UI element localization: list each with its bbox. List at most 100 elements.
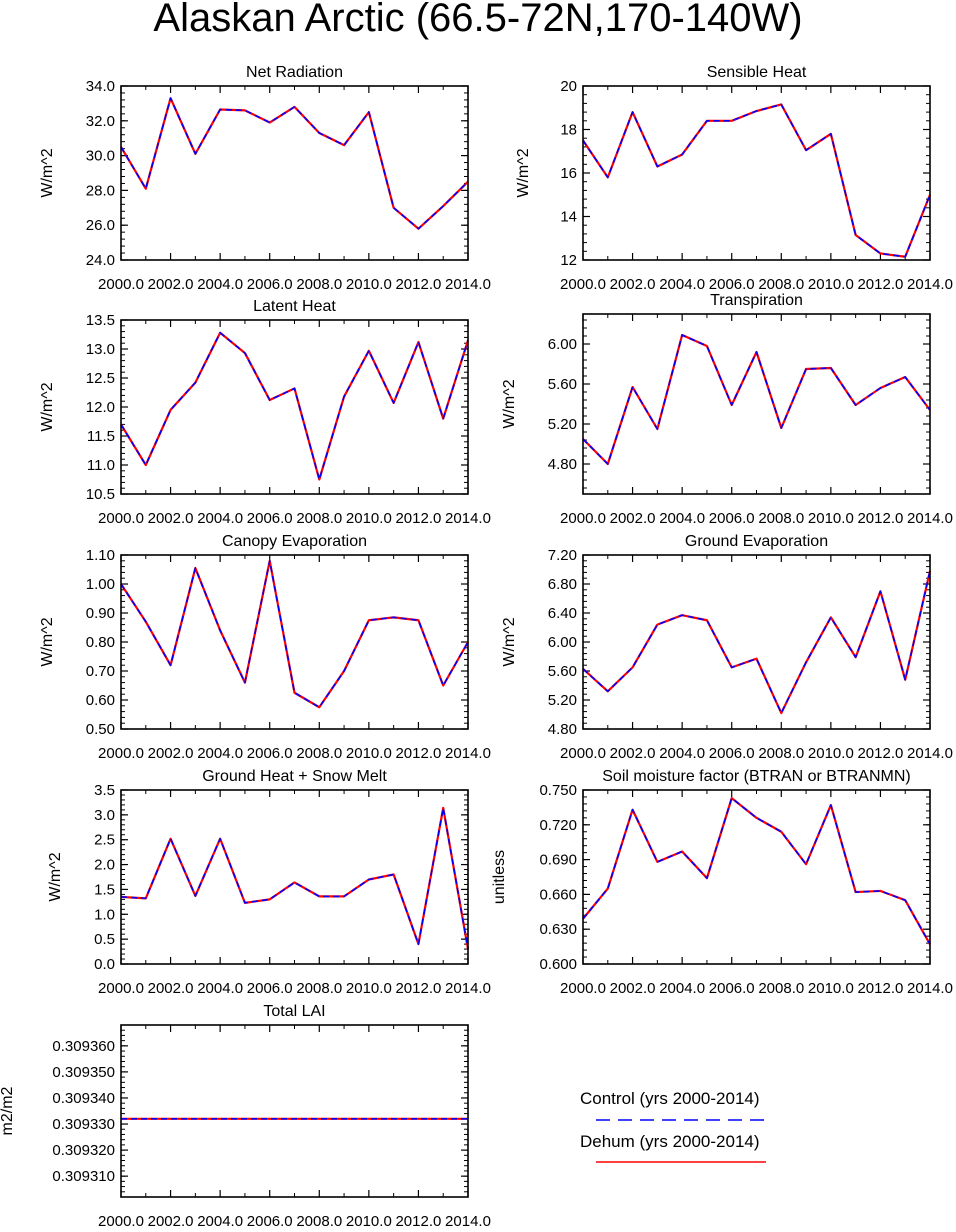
x-tick-label: 2008.0 bbox=[758, 745, 804, 762]
y-tick-label: 2.5 bbox=[94, 832, 115, 849]
x-tick-label: 2006.0 bbox=[247, 980, 293, 997]
y-tick-label: 0.309350 bbox=[52, 1064, 115, 1081]
x-tick-label: 2004.0 bbox=[659, 276, 705, 293]
y-axis-label: W/m^2 bbox=[39, 617, 56, 666]
y-tick-label: 1.00 bbox=[86, 576, 115, 593]
y-tick-label: 0.630 bbox=[539, 921, 577, 938]
y-tick-label: 0.720 bbox=[539, 817, 577, 834]
x-tick-label: 2006.0 bbox=[247, 745, 293, 762]
y-tick-label: 30.0 bbox=[86, 148, 115, 165]
x-tick-label: 2006.0 bbox=[709, 276, 755, 293]
legend-label: Control (yrs 2000-2014) bbox=[580, 1089, 760, 1108]
x-tick-label: 2006.0 bbox=[247, 510, 293, 527]
x-tick-label: 2002.0 bbox=[610, 276, 656, 293]
y-tick-label: 0.80 bbox=[86, 634, 115, 651]
y-tick-label: 24.0 bbox=[86, 252, 115, 269]
y-tick-label: 0.750 bbox=[539, 782, 577, 799]
y-tick-label: 34.0 bbox=[86, 78, 115, 95]
y-tick-label: 12 bbox=[560, 252, 577, 269]
chart-panel-9: Total LAI m2/m2 0.309310 0.309320 0.309330 0.… bbox=[0, 1003, 491, 1230]
y-tick-label: 0.660 bbox=[539, 886, 577, 903]
x-tick-label: 2004.0 bbox=[659, 510, 705, 527]
y-axis-label: m2/m2 bbox=[0, 1086, 16, 1135]
x-tick-label: 2006.0 bbox=[709, 980, 755, 997]
y-tick-label: 28.0 bbox=[86, 182, 115, 199]
plot-frame bbox=[120, 319, 469, 495]
panel-title: Sensible Heat bbox=[707, 64, 807, 81]
x-tick-label: 2010.0 bbox=[808, 745, 854, 762]
series-line-control bbox=[582, 334, 931, 465]
series-line-dehum bbox=[582, 103, 932, 258]
x-tick-label: 2000.0 bbox=[560, 745, 606, 762]
x-tick-label: 2008.0 bbox=[296, 980, 342, 997]
x-tick-label: 2000.0 bbox=[560, 980, 606, 997]
x-tick-label: 2004.0 bbox=[659, 980, 705, 997]
x-tick-label: 2012.0 bbox=[395, 745, 441, 762]
plot-frame bbox=[582, 554, 931, 730]
plot-frame bbox=[582, 313, 931, 495]
x-tick-label: 2004.0 bbox=[197, 276, 243, 293]
x-tick-label: 2006.0 bbox=[247, 1213, 293, 1230]
x-tick-label: 2000.0 bbox=[98, 276, 144, 293]
x-tick-label: 2008.0 bbox=[758, 276, 804, 293]
series-line-control bbox=[120, 559, 469, 709]
y-axis-label: unitless bbox=[491, 850, 508, 904]
y-tick-label: 3.0 bbox=[94, 807, 115, 824]
x-tick-label: 2002.0 bbox=[148, 745, 194, 762]
x-tick-label: 2010.0 bbox=[346, 276, 392, 293]
y-tick-label: 0.0 bbox=[94, 956, 115, 973]
chart-panel-7: Ground Heat + Snow Melt W/m^2 0.0 0.5 1.0 1.5… bbox=[47, 768, 491, 997]
y-tick-label: 26.0 bbox=[86, 217, 115, 234]
y-axis-label: W/m^2 bbox=[39, 148, 56, 197]
x-tick-label: 2014.0 bbox=[445, 980, 491, 997]
plot-frame bbox=[582, 85, 931, 261]
x-tick-label: 2008.0 bbox=[296, 745, 342, 762]
x-tick-label: 2010.0 bbox=[346, 745, 392, 762]
x-tick-label: 2002.0 bbox=[148, 1213, 194, 1230]
y-tick-label: 6.00 bbox=[548, 336, 577, 353]
y-axis-label: W/m^2 bbox=[515, 148, 532, 197]
panel-title: Ground Heat + Snow Melt bbox=[202, 768, 387, 785]
y-tick-label: 5.20 bbox=[548, 416, 577, 433]
y-tick-label: 5.20 bbox=[548, 692, 577, 709]
chart-panel-1: Net Radiation W/m^2 24.0 26.0 28.0 30.0 32.0 34… bbox=[39, 64, 491, 293]
y-axis-label: W/m^2 bbox=[39, 382, 56, 431]
x-tick-label: 2014.0 bbox=[907, 510, 953, 527]
series-line-dehum bbox=[120, 559, 469, 709]
y-tick-label: 0.309360 bbox=[52, 1038, 115, 1055]
y-axis-label: W/m^2 bbox=[47, 852, 64, 901]
y-axis-label: W/m^2 bbox=[501, 617, 518, 666]
y-tick-label: 5.60 bbox=[548, 376, 577, 393]
y-tick-label: 6.80 bbox=[548, 576, 577, 593]
y-tick-label: 5.60 bbox=[548, 663, 577, 680]
panel-title: Canopy Evaporation bbox=[222, 533, 367, 550]
x-tick-label: 2010.0 bbox=[808, 510, 854, 527]
y-tick-label: 16 bbox=[560, 165, 577, 182]
y-axis-label: W/m^2 bbox=[501, 379, 518, 428]
x-tick-label: 2004.0 bbox=[197, 980, 243, 997]
legend: Control (yrs 2000-2014) Dehum (yrs 2000-2… bbox=[580, 1089, 766, 1163]
x-tick-label: 2000.0 bbox=[560, 510, 606, 527]
x-tick-label: 2000.0 bbox=[98, 1213, 144, 1230]
series-line-control bbox=[120, 331, 469, 481]
x-tick-label: 2012.0 bbox=[857, 745, 903, 762]
x-tick-label: 2012.0 bbox=[395, 1213, 441, 1230]
x-tick-label: 2010.0 bbox=[808, 276, 854, 293]
x-tick-label: 2004.0 bbox=[197, 510, 243, 527]
x-tick-label: 2010.0 bbox=[346, 1213, 392, 1230]
y-tick-label: 32.0 bbox=[86, 113, 115, 130]
x-tick-label: 2002.0 bbox=[148, 276, 194, 293]
y-tick-label: 0.600 bbox=[539, 956, 577, 973]
y-tick-label: 6.00 bbox=[548, 634, 577, 651]
x-tick-label: 2008.0 bbox=[296, 1213, 342, 1230]
x-tick-label: 2014.0 bbox=[445, 1213, 491, 1230]
x-tick-label: 2008.0 bbox=[296, 510, 342, 527]
y-tick-label: 0.309320 bbox=[52, 1142, 115, 1159]
x-tick-label: 2006.0 bbox=[709, 510, 755, 527]
y-tick-label: 1.0 bbox=[94, 906, 115, 923]
x-tick-label: 2000.0 bbox=[98, 745, 144, 762]
chart-panel-4: Transpiration W/m^2 4.80 5.20 5.60 6.00 2000.0… bbox=[501, 292, 953, 527]
series-line-control bbox=[120, 807, 469, 950]
x-tick-label: 2014.0 bbox=[445, 276, 491, 293]
chart-panel-3: Latent Heat W/m^2 10.5 11.0 11.5 12.0 12.5 13.0… bbox=[39, 298, 491, 527]
